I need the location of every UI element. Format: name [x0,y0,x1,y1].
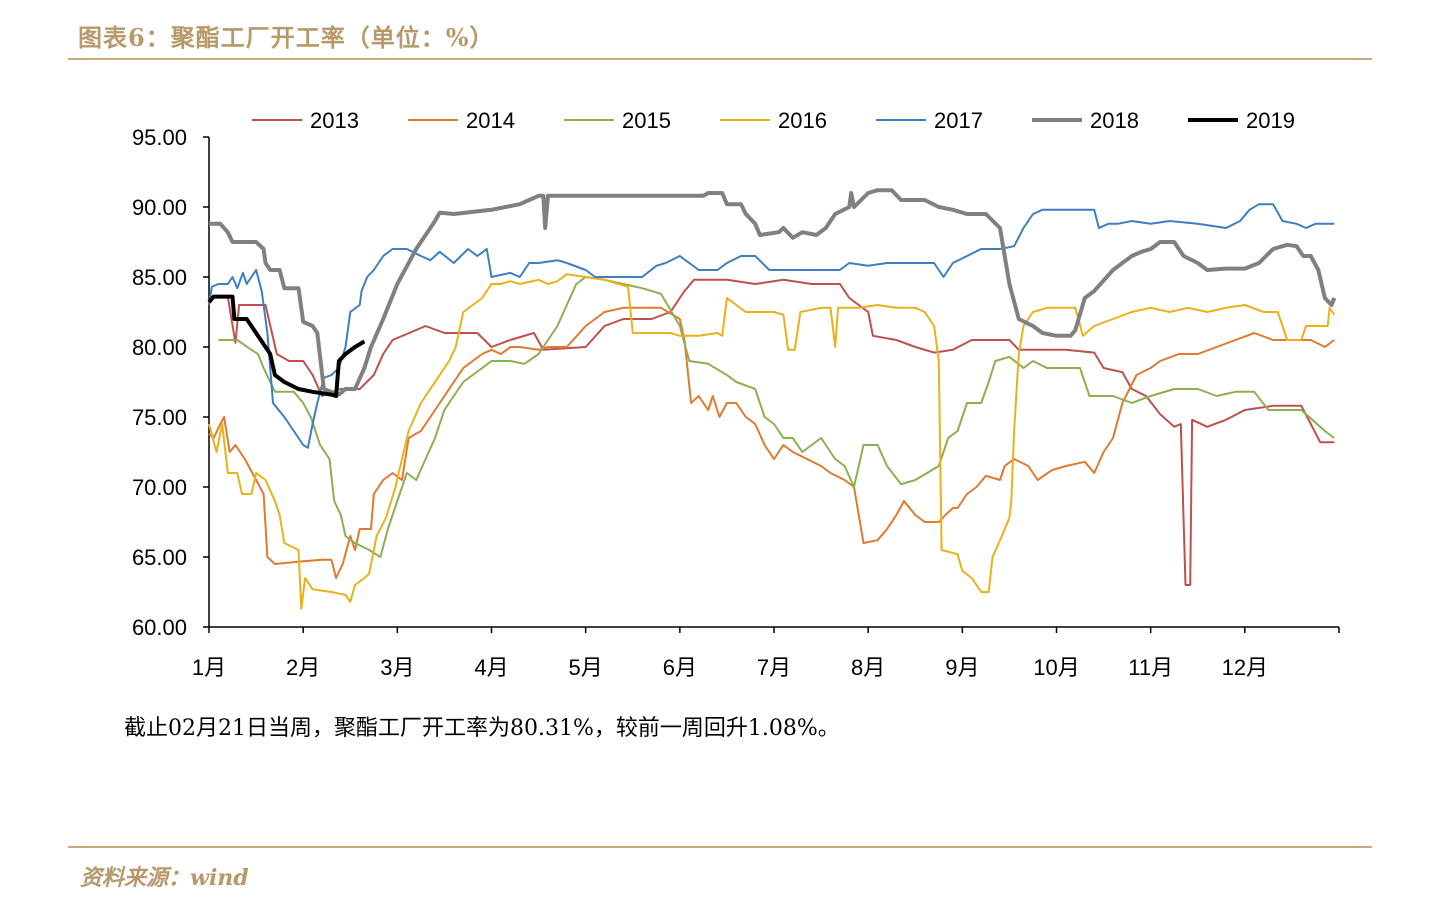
x-tick-label: 8月 [851,655,885,680]
chart-legend: 2013 2014 2015 2016 2017 2018 2019 [252,108,1295,133]
x-tick-label: 3月 [380,655,414,680]
x-tick-label: 6月 [663,655,697,680]
y-tick-label: 95.00 [132,125,187,150]
series-line-2014 [208,306,1335,579]
x-tick-label: 2月 [286,655,320,680]
y-tick-label: 75.00 [132,405,187,430]
x-tick-label: 7月 [757,655,791,680]
source-label: 资料来源：wind [80,865,249,891]
legend-label-2016: 2016 [778,108,827,133]
legend-label-2013: 2013 [310,108,359,133]
series-line-2017 [208,203,1335,449]
legend-label-2019: 2019 [1246,108,1295,133]
x-tick-label: 10月 [1033,655,1079,680]
x-tick-label: 5月 [569,655,603,680]
y-tick-label: 80.00 [132,335,187,360]
chart-note: 截止02月21日当周，聚酯工厂开工率为80.31%，较前一周回升1.08%。 [124,716,840,741]
legend-label-2015: 2015 [622,108,671,133]
chart-axes: 60.00 65.00 70.00 75.00 80.00 85.00 90.00 95.00… [132,125,1340,680]
y-tick-label: 90.00 [132,195,187,220]
bottom-divider [68,846,1372,848]
legend-label-2014: 2014 [466,108,515,133]
series-line-2019 [207,294,366,398]
x-tick-label: 1月 [192,655,226,680]
y-tick-label: 70.00 [132,475,187,500]
series-line-2015 [218,276,1335,558]
y-tick-label: 85.00 [132,265,187,290]
x-tick-label: 4月 [474,655,508,680]
legend-label-2017: 2017 [934,108,983,133]
series-line-2016 [208,273,1336,610]
figure-title: 图表6：聚酯工厂开工率（单位：%） [78,23,495,52]
x-tick-label: 9月 [945,655,979,680]
top-divider [68,58,1372,60]
y-tick-label: 65.00 [132,545,187,570]
y-tick-label: 60.00 [132,615,187,640]
series-line-2013 [209,278,1335,586]
legend-label-2018: 2018 [1090,108,1139,133]
x-tick-label: 11月 [1128,655,1173,680]
x-tick-label: 12月 [1222,655,1268,680]
chart-lines [207,188,1337,610]
